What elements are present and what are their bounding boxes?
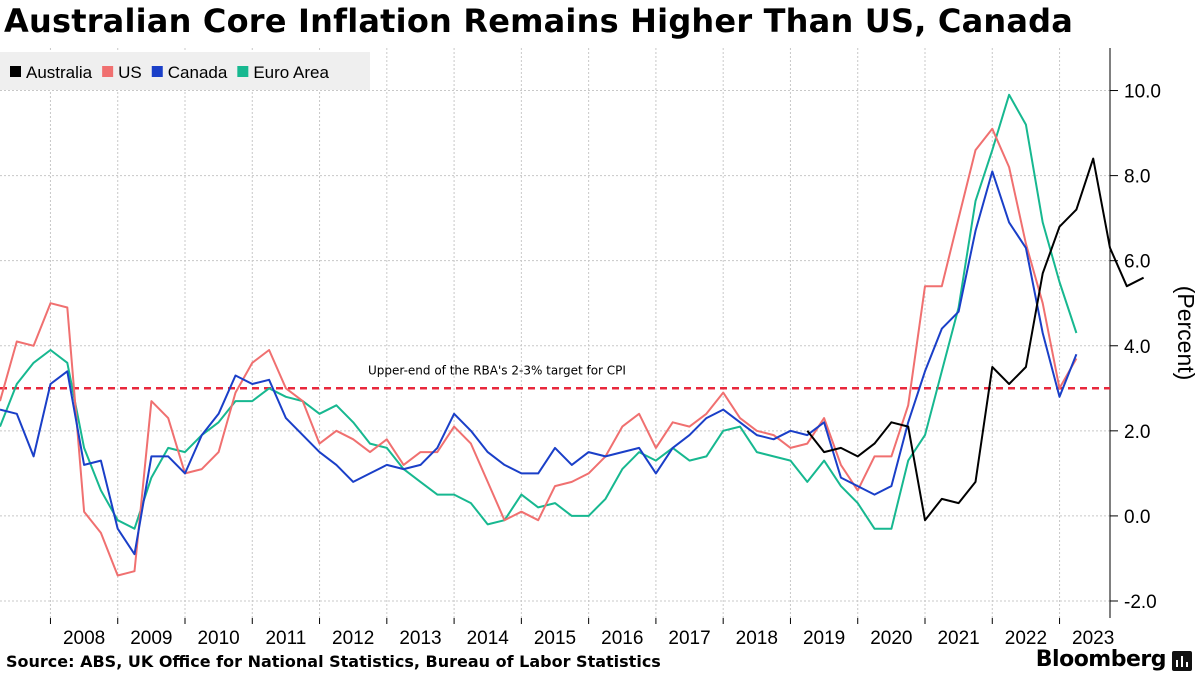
legend-swatch-us xyxy=(102,66,114,77)
target-annotation: Upper-end of the RBA's 2-3% target for C… xyxy=(368,363,626,377)
y-tick-label: 0.0 xyxy=(1124,507,1150,528)
series-layer xyxy=(0,93,1145,577)
x-tick-label: 2018 xyxy=(736,628,778,649)
axis-layer: -2.0 0.0 2.0 4.0 6.0 8.0 10.0 2008 2009 2010 2011 2… xyxy=(49,48,1199,649)
legend-label-australia: Australia xyxy=(26,63,93,82)
terminal-icon xyxy=(1172,651,1192,671)
x-tick-label: 2016 xyxy=(601,628,643,649)
x-tick-label: 2017 xyxy=(668,628,710,649)
x-tick-label: 2013 xyxy=(399,628,441,649)
y-tick-label: 8.0 xyxy=(1124,167,1150,188)
y-tick-label: 6.0 xyxy=(1124,252,1150,273)
x-tick-label: 2022 xyxy=(1005,628,1047,649)
x-tick-label: 2021 xyxy=(937,628,979,649)
x-tick-label: 2012 xyxy=(332,628,374,649)
y-tick-label: 2.0 xyxy=(1124,422,1150,443)
x-tick-label: 2014 xyxy=(467,628,510,649)
series-line-euro-area xyxy=(0,93,1078,530)
x-tick-label: 2019 xyxy=(803,628,845,649)
x-tick-label: 2020 xyxy=(870,628,912,649)
series-line-australia xyxy=(806,157,1145,522)
legend-swatch-euro-area xyxy=(237,66,249,77)
legend-background xyxy=(0,52,370,90)
y-tick-label: 4.0 xyxy=(1124,337,1150,358)
reference-layer: Upper-end of the RBA's 2-3% target for C… xyxy=(0,363,1110,390)
x-tick-label: 2023 xyxy=(1072,628,1114,649)
legend-label-us: US xyxy=(118,63,142,82)
x-tick-label: 2010 xyxy=(197,628,239,649)
legend: Australia US Canada Euro Area xyxy=(0,52,370,90)
legend-label-euro-area: Euro Area xyxy=(253,63,329,82)
x-tick-label: 2008 xyxy=(63,628,105,649)
legend-swatch-australia xyxy=(10,66,21,77)
bloomberg-logo: Bloomberg xyxy=(1035,647,1167,672)
y-tick-label: 10.0 xyxy=(1124,82,1161,103)
series-line-us xyxy=(0,127,1078,577)
x-tick-label: 2015 xyxy=(534,628,576,649)
y-axis-label: (Percent) xyxy=(1173,286,1199,381)
source-note: Source: ABS, UK Office for National Stat… xyxy=(6,652,661,671)
grid-layer xyxy=(0,48,1110,618)
series-line-canada xyxy=(0,170,1078,556)
page-title: Australian Core Inflation Remains Higher… xyxy=(4,2,1074,40)
x-tick-label: 2011 xyxy=(265,628,306,649)
x-tick-label: 2009 xyxy=(130,628,172,649)
legend-swatch-canada xyxy=(151,66,163,77)
y-tick-label: -2.0 xyxy=(1124,592,1157,613)
legend-label-canada: Canada xyxy=(168,63,228,82)
